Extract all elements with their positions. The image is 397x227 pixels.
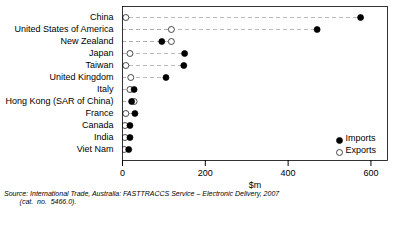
svg-text:Viet Nam: Viet Nam	[77, 144, 114, 154]
svg-text:India: India	[94, 132, 114, 142]
svg-text:New Zealand: New Zealand	[60, 36, 113, 46]
html-text:Source: International Trade, A: Source: International Trade, Australia: …	[4, 190, 280, 206]
svg-text:$m: $m	[249, 180, 262, 190]
svg-text:600: 600	[363, 168, 378, 178]
svg-text:Imports: Imports	[346, 133, 377, 143]
svg-text:0: 0	[120, 168, 125, 178]
svg-text:200: 200	[198, 168, 213, 178]
svg-text:France: France	[85, 108, 113, 118]
svg-text:400: 400	[281, 168, 296, 178]
svg-text:Exports: Exports	[346, 145, 377, 155]
svg-text:Hong Kong (SAR of China): Hong Kong (SAR of China)	[5, 96, 113, 106]
svg-text:Japan: Japan	[89, 48, 114, 58]
svg-text:China: China	[90, 12, 114, 22]
svg-text:Italy: Italy	[97, 84, 114, 94]
svg-text:Canada: Canada	[82, 120, 114, 130]
svg-text:United States of America: United States of America	[14, 24, 113, 34]
svg-text:United Kingdom: United Kingdom	[49, 72, 113, 82]
svg-text:Taiwan: Taiwan	[85, 60, 113, 70]
